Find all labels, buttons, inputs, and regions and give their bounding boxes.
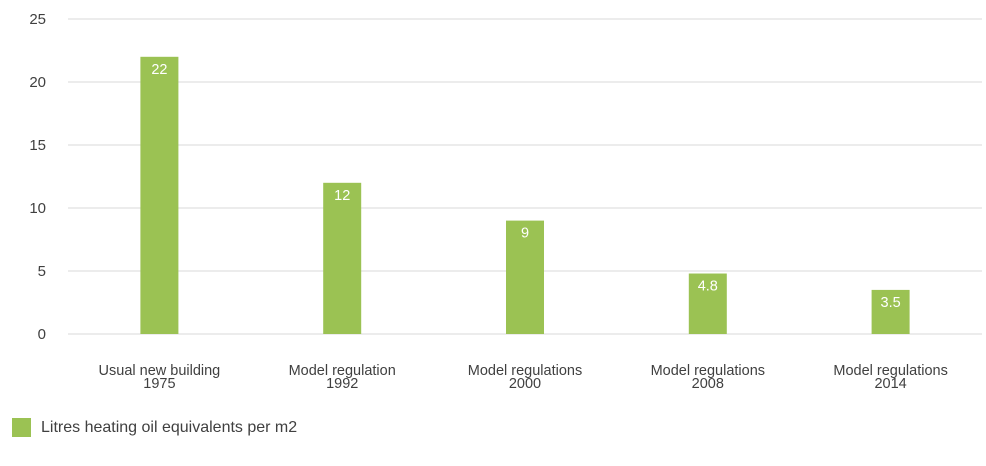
legend-swatch — [12, 418, 31, 437]
y-tick-label: 15 — [29, 137, 46, 154]
legend-label: Litres heating oil equivalents per m2 — [41, 418, 298, 436]
x-category-label: Model regulation 1992 — [289, 363, 396, 392]
y-tick-label: 20 — [29, 74, 46, 91]
data-label: 12 — [334, 188, 350, 204]
x-category-label: Model regulations 2008 — [651, 363, 765, 392]
x-category-label: Model regulations 2014 — [833, 363, 947, 392]
legend: Litres heating oil equivalents per m2 — [12, 418, 297, 437]
data-label: 9 — [521, 226, 529, 242]
data-label: 4.8 — [698, 279, 718, 295]
data-label: 22 — [151, 62, 167, 78]
bar-chart: 0 5 10 15 20 25 22 Usual new building 1975 12 Mode… — [29, 11, 982, 392]
bar — [688, 273, 727, 334]
x-category-label: Usual new building 1975 — [99, 363, 221, 392]
bar — [323, 182, 362, 334]
y-tick-label: 0 — [38, 326, 46, 343]
data-label: 3.5 — [881, 295, 901, 311]
x-category-label: Model regulations 2000 — [468, 363, 582, 392]
y-tick-label: 10 — [29, 200, 46, 217]
bar — [506, 220, 544, 334]
y-tick-label: 25 — [29, 11, 46, 28]
bar — [871, 289, 910, 334]
y-tick-label: 5 — [38, 263, 46, 280]
bar — [140, 56, 179, 335]
